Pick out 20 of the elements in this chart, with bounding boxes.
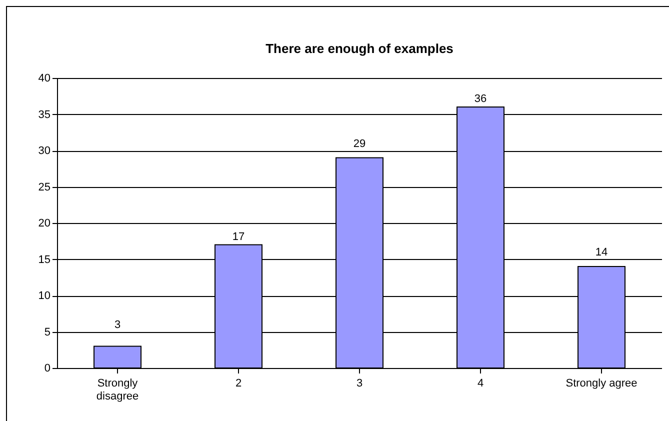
- x-tick-label: Strongly disagree: [96, 378, 139, 402]
- x-tick-label: 3: [356, 378, 363, 390]
- y-tick-label: 15: [38, 254, 50, 266]
- y-tick-label: 25: [38, 181, 50, 194]
- data-label: 36: [474, 93, 487, 105]
- chart-title: There are enough of examples: [266, 41, 454, 56]
- data-label: 14: [595, 246, 608, 258]
- y-tick-label: 20: [38, 218, 50, 230]
- data-label: 3: [114, 318, 121, 331]
- y-tick-label: 40: [38, 72, 50, 84]
- data-label: 17: [232, 230, 245, 243]
- data-label: 29: [353, 138, 366, 150]
- y-tick-label: 10: [38, 290, 50, 302]
- x-tick-label: Strongly agree: [566, 378, 638, 390]
- y-tick-label: 0: [44, 362, 50, 374]
- y-tick-label: 30: [38, 145, 50, 157]
- x-tick-label: 2: [235, 378, 242, 390]
- x-tick-label: 4: [477, 378, 484, 390]
- y-tick-label: 5: [44, 326, 50, 338]
- y-tick-label: 35: [38, 108, 50, 121]
